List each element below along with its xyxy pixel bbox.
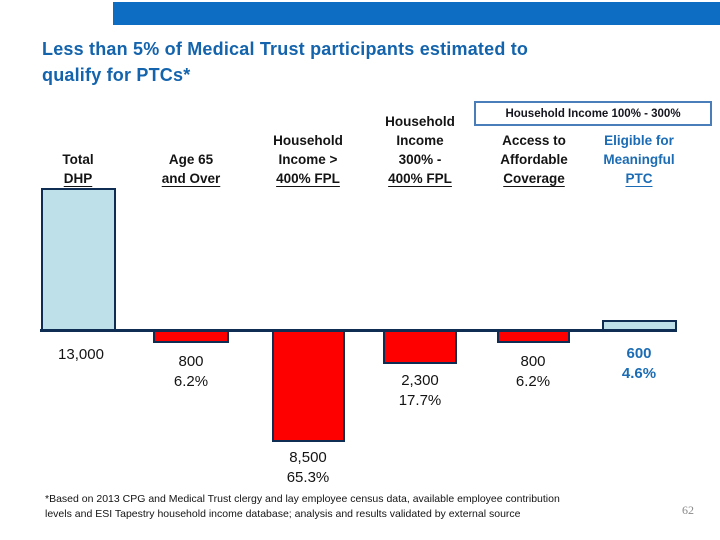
header-line: PTC — [625, 171, 653, 186]
percent-text: 65.3% — [286, 469, 330, 486]
footnote-line-1: *Based on 2013 CPG and Medical Trust cle… — [45, 493, 560, 505]
column-header-age-65-and-over: Age 65 and Over — [136, 100, 246, 188]
bar-access-to-affordable-coverage — [497, 330, 570, 343]
percent-text: 6.2% — [515, 373, 551, 390]
percent-text: 6.2% — [173, 373, 209, 390]
page-title: Less than 5% of Medical Trust participan… — [42, 36, 528, 88]
header-line: DHP — [63, 171, 93, 186]
column-header-income-300-400-fpl: Household Income 300% - 400% FPL — [365, 100, 475, 188]
column-header-eligible-for-meaningful-ptc: Eligible for Meaningful PTC — [584, 100, 694, 188]
value-label-income-over-400-fpl: 8,500 65.3% — [253, 448, 363, 488]
header-line: 400% FPL — [276, 171, 340, 186]
header-line: Income — [396, 133, 444, 148]
header-line: Household — [273, 133, 343, 148]
value-label-income-300-400-fpl: 2,300 17.7% — [365, 371, 475, 411]
value-text: 13,000 — [58, 346, 104, 363]
percent-text: 4.6% — [621, 365, 657, 382]
page-title-line-2: qualify for PTCs* — [42, 65, 191, 85]
header-line: Eligible for — [604, 133, 674, 148]
value-text: 600 — [626, 345, 652, 362]
column-header-income-over-400-fpl: Household Income > 400% FPL — [253, 100, 363, 188]
value-label-access-to-affordable-coverage: 800 6.2% — [478, 352, 588, 392]
footnote: *Based on 2013 CPG and Medical Trust cle… — [45, 492, 660, 522]
value-text: 800 — [178, 353, 204, 370]
page-title-line-1: Less than 5% of Medical Trust participan… — [42, 39, 529, 59]
value-label-total-dhp: 13,000 — [26, 345, 136, 365]
value-label-eligible-for-meaningful-ptc: 600 4.6% — [584, 344, 694, 384]
header-line: Access to — [502, 133, 566, 148]
header-line: Total — [62, 152, 94, 167]
top-accent-banner — [113, 2, 720, 25]
page-number: 62 — [682, 503, 694, 517]
value-text: 2,300 — [401, 372, 439, 389]
bar-total-dhp — [41, 188, 116, 331]
header-line: and Over — [161, 171, 221, 186]
header-line: Meaningful — [603, 152, 675, 167]
header-line: Income > — [278, 152, 338, 167]
group-label: Household Income 100% - 300% — [505, 107, 681, 120]
bar-income-over-400-fpl — [272, 330, 345, 442]
column-header-total-dhp: Total DHP — [23, 100, 133, 188]
header-line: Coverage — [503, 171, 565, 186]
footnote-line-2: levels and ESI Tapestry household income… — [45, 508, 521, 520]
value-text: 800 — [520, 353, 546, 370]
bar-eligible-for-meaningful-ptc — [602, 320, 677, 331]
chart-baseline-axis — [40, 329, 677, 332]
header-line: Age 65 — [168, 152, 214, 167]
value-text: 8,500 — [289, 449, 327, 466]
header-line: 300% - — [398, 152, 442, 167]
bar-income-300-400-fpl — [383, 330, 457, 364]
group-label-box: Household Income 100% - 300% — [474, 101, 712, 126]
value-label-age-65-and-over: 800 6.2% — [136, 352, 246, 392]
header-line: Affordable — [500, 152, 568, 167]
bar-age-65-and-over — [153, 330, 229, 343]
header-line: Household — [385, 114, 455, 129]
header-line: 400% FPL — [388, 171, 452, 186]
column-header-access-to-affordable-coverage: Access to Affordable Coverage — [479, 100, 589, 188]
percent-text: 17.7% — [398, 392, 442, 409]
